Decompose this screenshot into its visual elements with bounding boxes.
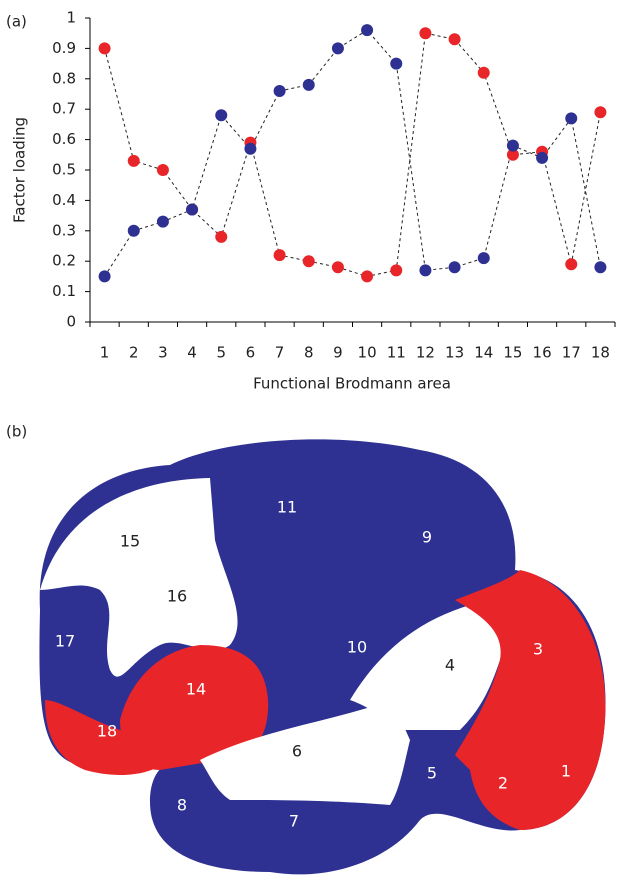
y-tick-label: 0.1 xyxy=(52,282,76,300)
data-point xyxy=(536,152,548,164)
data-point xyxy=(594,106,606,118)
data-point xyxy=(215,231,227,243)
region-label: 6 xyxy=(292,742,302,761)
data-point xyxy=(565,258,577,270)
x-tick-label: 4 xyxy=(187,344,197,362)
y-tick-label: 0.5 xyxy=(52,161,76,179)
y-tick-label: 0.3 xyxy=(52,221,76,239)
figure: (a) Functional Brodmann area Factor load… xyxy=(0,0,620,888)
x-tick-label: 18 xyxy=(591,344,610,362)
y-tick-label: 0.9 xyxy=(52,39,76,57)
data-point xyxy=(157,216,169,228)
region-label: 8 xyxy=(177,796,187,815)
data-point xyxy=(390,58,402,70)
y-tick-label: 1 xyxy=(66,9,76,27)
region-label: 7 xyxy=(289,812,299,831)
x-tick-label: 8 xyxy=(304,344,314,362)
data-point xyxy=(274,249,286,261)
region-label: 4 xyxy=(445,656,455,675)
x-tick-label: 9 xyxy=(333,344,343,362)
y-tick-label: 0.4 xyxy=(52,191,76,209)
region-label: 15 xyxy=(120,532,140,551)
data-point xyxy=(390,264,402,276)
region-label: 2 xyxy=(498,774,508,793)
data-point xyxy=(128,225,140,237)
data-point xyxy=(449,261,461,273)
x-tick-label: 13 xyxy=(445,344,464,362)
region-label: 9 xyxy=(422,528,432,547)
x-tick-label: 17 xyxy=(562,344,581,362)
region-label: 10 xyxy=(347,638,367,657)
x-tick-label: 16 xyxy=(533,344,552,362)
region-label: 5 xyxy=(427,764,437,783)
data-point xyxy=(361,270,373,282)
data-point xyxy=(507,140,519,152)
x-tick-label: 12 xyxy=(416,344,435,362)
data-point xyxy=(244,143,256,155)
x-tick-label: 11 xyxy=(387,344,406,362)
data-point xyxy=(303,255,315,267)
data-point xyxy=(99,42,111,54)
region-label: 3 xyxy=(533,640,543,659)
data-point xyxy=(478,67,490,79)
data-point xyxy=(478,252,490,264)
region-label: 11 xyxy=(277,498,297,517)
region-label: 1 xyxy=(561,762,571,781)
y-tick-label: 0.8 xyxy=(52,69,76,87)
x-tick-label: 2 xyxy=(129,344,139,362)
y-tick-label: 0.7 xyxy=(52,100,76,118)
data-point xyxy=(332,261,344,273)
data-point xyxy=(215,109,227,121)
data-point xyxy=(303,79,315,91)
brain xyxy=(39,439,605,874)
data-point xyxy=(157,164,169,176)
data-point xyxy=(361,24,373,36)
y-tick-label: 0.6 xyxy=(52,130,76,148)
series-line xyxy=(105,33,601,276)
x-tick-label: 3 xyxy=(158,344,168,362)
x-tick-label: 15 xyxy=(503,344,522,362)
region-label: 16 xyxy=(167,587,187,606)
y-tick-label: 0 xyxy=(66,313,76,331)
x-axis-title: Functional Brodmann area xyxy=(253,375,451,393)
x-tick-label: 14 xyxy=(474,344,493,362)
panel-label: (b) xyxy=(6,423,27,441)
x-tick-label: 5 xyxy=(216,344,226,362)
data-point xyxy=(419,27,431,39)
data-point xyxy=(332,42,344,54)
data-point xyxy=(186,204,198,216)
data-point xyxy=(449,33,461,45)
page: (a) Functional Brodmann area Factor load… xyxy=(0,0,620,888)
data-point xyxy=(274,85,286,97)
data-point xyxy=(594,261,606,273)
data-point xyxy=(419,264,431,276)
x-tick-label: 10 xyxy=(358,344,377,362)
x-tick-label: 6 xyxy=(246,344,256,362)
y-axis-title: Factor loading xyxy=(11,117,29,223)
data-point xyxy=(99,270,111,282)
region-label: 14 xyxy=(186,680,206,699)
y-tick-label: 0.2 xyxy=(52,252,76,270)
region-label: 18 xyxy=(97,722,117,741)
x-tick-label: 7 xyxy=(275,344,285,362)
data-point xyxy=(128,155,140,167)
x-tick-label: 1 xyxy=(100,344,110,362)
data-point xyxy=(565,112,577,124)
panel-label: (a) xyxy=(6,13,27,31)
region-label: 17 xyxy=(55,632,75,651)
